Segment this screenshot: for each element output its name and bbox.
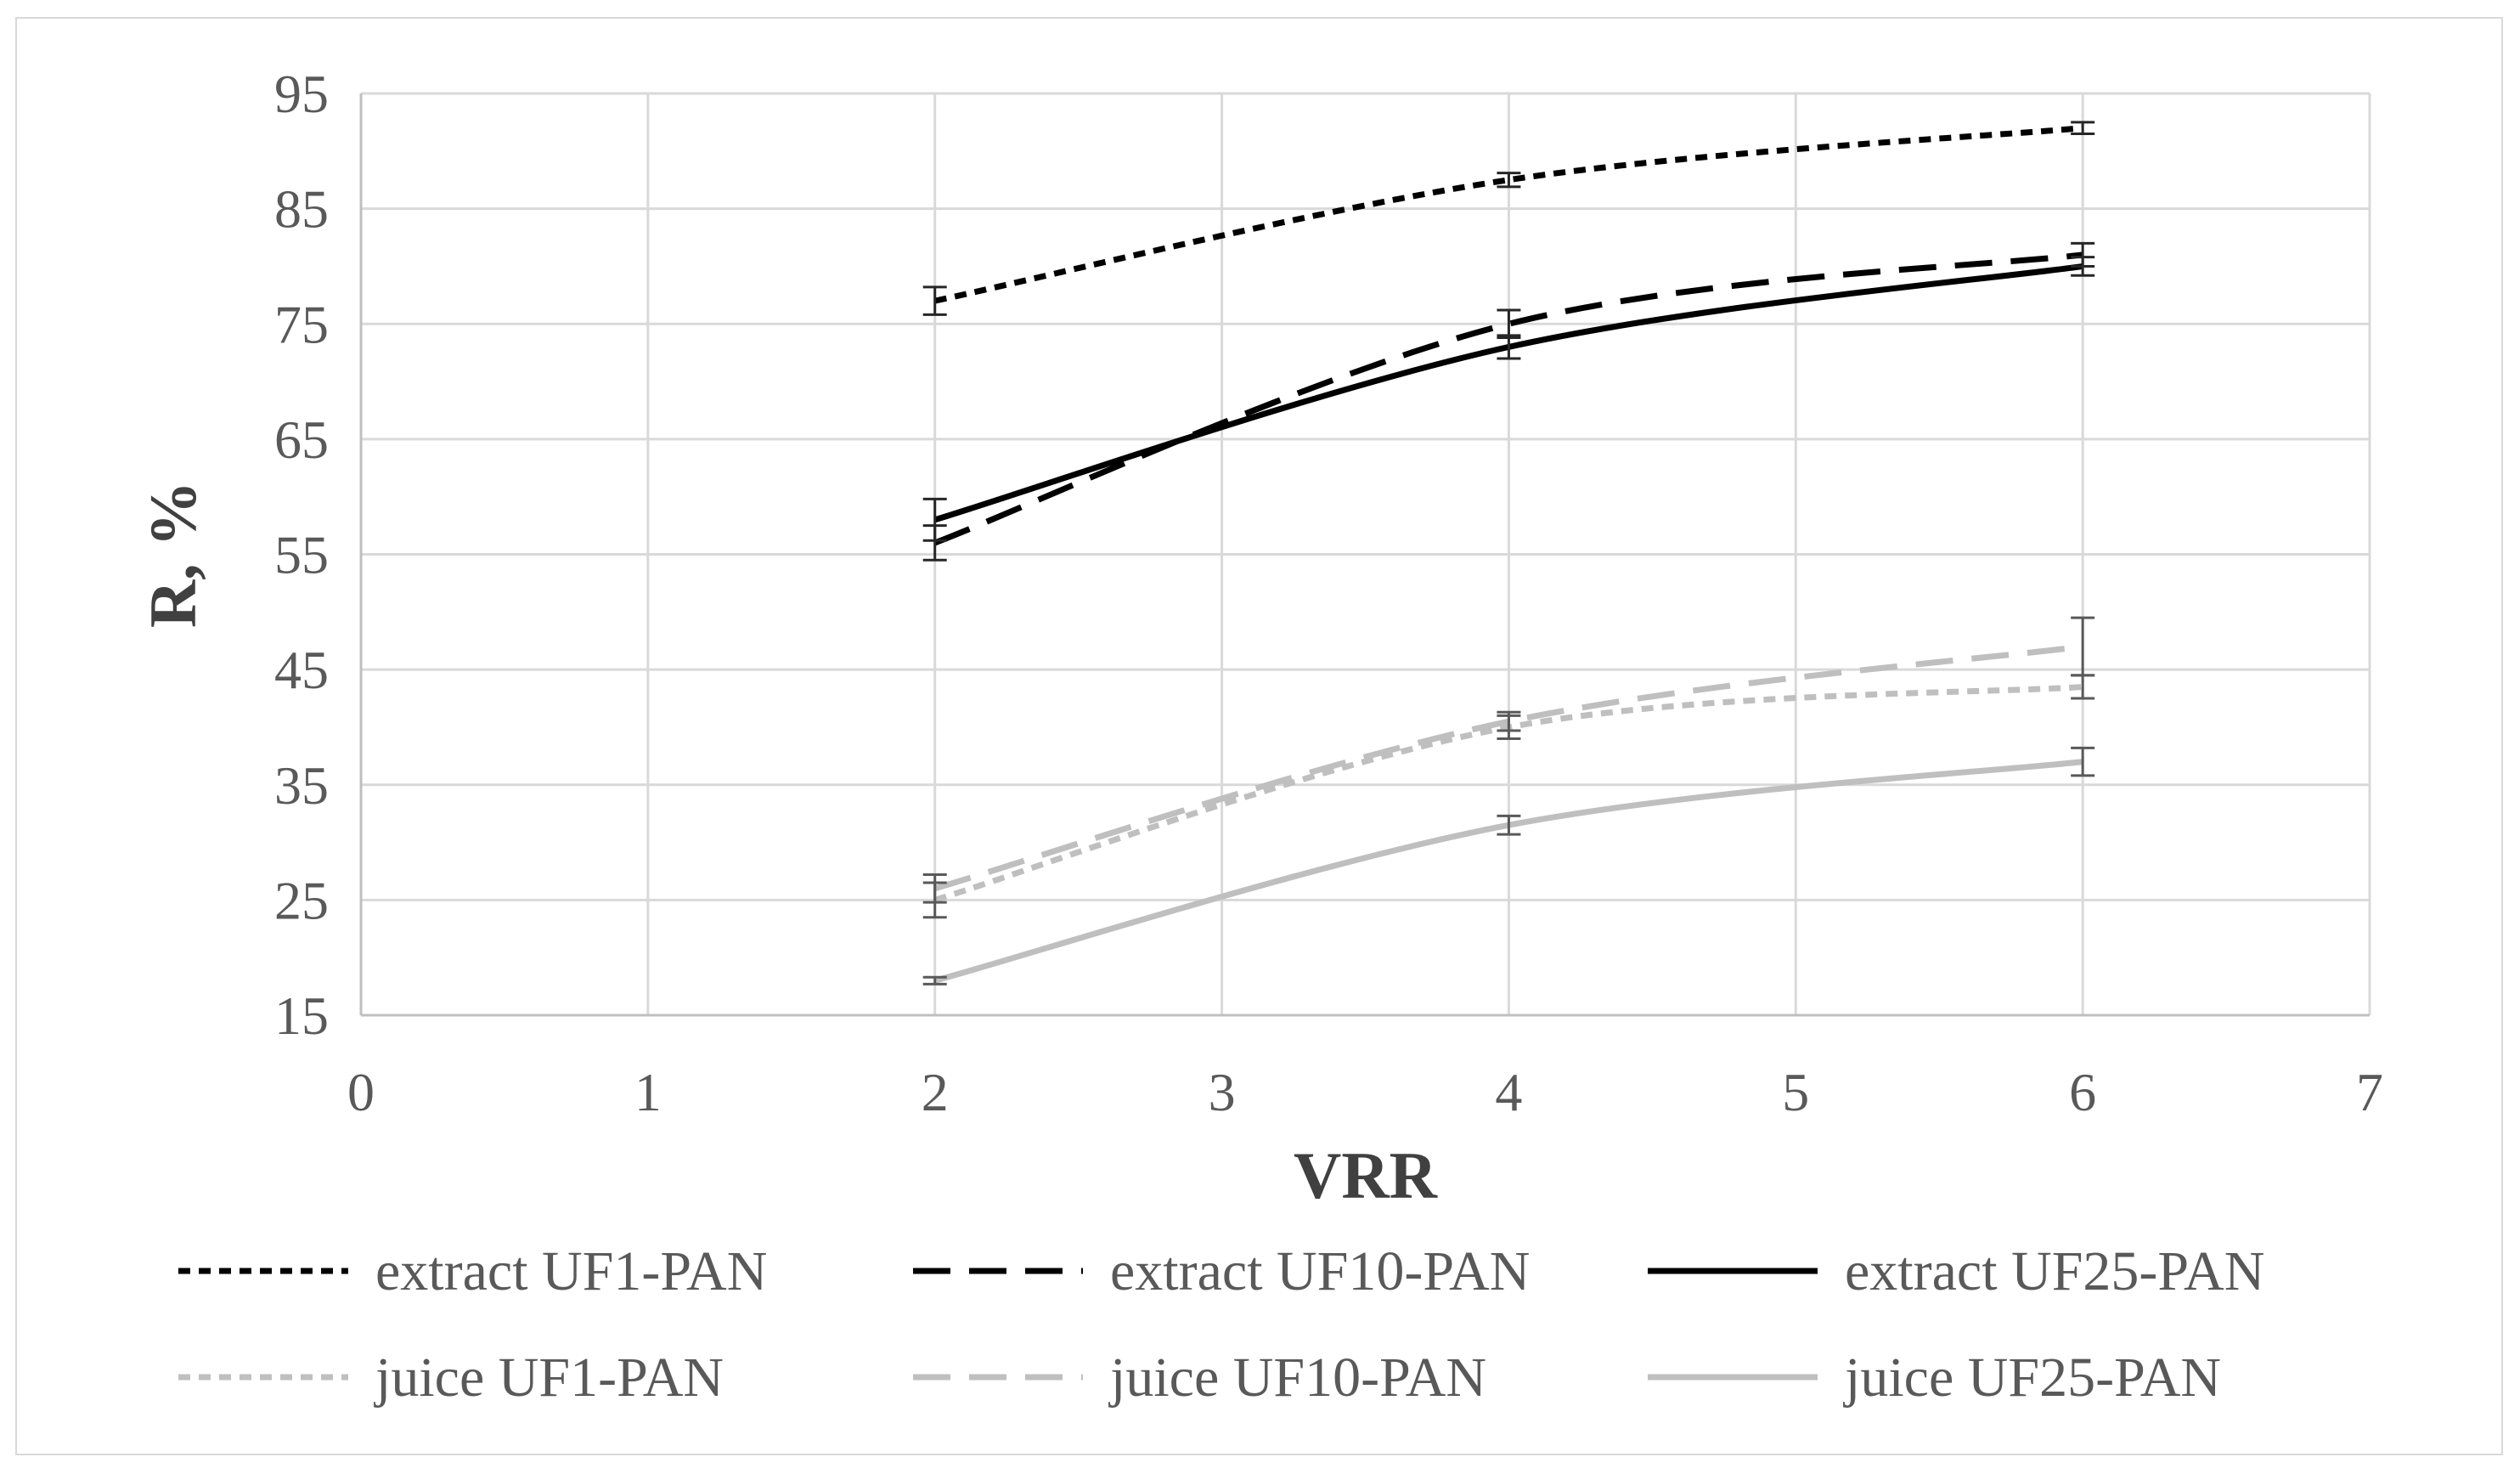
x-axis-title: VRR bbox=[1294, 1138, 1439, 1212]
legend: extract UF1-PAN extract UF10-PAN extract U… bbox=[178, 1240, 2264, 1409]
x-tick-label: 2 bbox=[922, 1062, 949, 1122]
axes bbox=[359, 93, 2370, 1017]
y-tick-label: 15 bbox=[274, 985, 329, 1046]
y-tick-label: 35 bbox=[274, 755, 329, 816]
y-axis-title: R, % bbox=[136, 481, 210, 628]
legend-label: juice UF25-PAN bbox=[1843, 1347, 2221, 1409]
x-tick-label: 4 bbox=[1495, 1062, 1522, 1122]
legend-label: juice UF10-PAN bbox=[1108, 1347, 1486, 1409]
legend-label: juice UF1-PAN bbox=[374, 1347, 724, 1409]
y-tick-label: 85 bbox=[274, 179, 329, 240]
legend-label: extract UF1-PAN bbox=[375, 1240, 767, 1302]
y-tick-label: 65 bbox=[274, 409, 329, 470]
x-tick-label: 5 bbox=[1782, 1062, 1809, 1122]
x-tick-label: 0 bbox=[347, 1062, 375, 1122]
y-tick-label: 45 bbox=[274, 640, 329, 700]
x-tick-label: 7 bbox=[2356, 1062, 2383, 1122]
y-tick-label: 75 bbox=[274, 294, 329, 354]
error-bars bbox=[922, 121, 2095, 985]
x-tick-label: 6 bbox=[2069, 1062, 2096, 1122]
x-tick-label: 3 bbox=[1209, 1062, 1236, 1122]
grid bbox=[361, 92, 2371, 1015]
y-tick-label: 25 bbox=[274, 870, 329, 930]
series-line bbox=[933, 125, 2083, 304]
x-tick-label: 1 bbox=[634, 1062, 662, 1122]
y-tick-label: 95 bbox=[274, 64, 329, 124]
y-tick-label: 55 bbox=[274, 525, 329, 585]
legend-label: extract UF25-PAN bbox=[1845, 1240, 2264, 1302]
legend-label: extract UF10-PAN bbox=[1110, 1240, 1530, 1302]
